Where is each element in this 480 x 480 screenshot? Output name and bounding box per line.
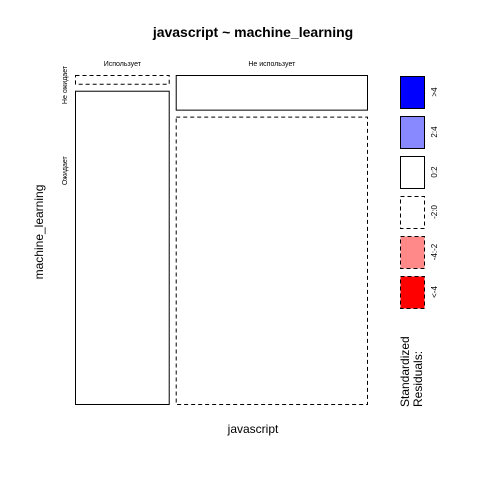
legend-entry-label: >4 <box>430 87 439 97</box>
mosaic-cell-не-использует-ожидает <box>175 116 368 405</box>
mosaic-cell-не-использует-не-ожидает <box>175 75 368 111</box>
legend-swatch <box>400 156 425 189</box>
legend-entry-label: -2:0 <box>430 205 439 219</box>
legend-entry-label: 2:4 <box>430 126 439 138</box>
legend-entry-label: 0:2 <box>430 166 439 178</box>
legend-title-line: Residuals: <box>411 351 425 407</box>
x-level-labels: Использует Не использует <box>104 61 296 68</box>
x-level-label: Использует <box>104 61 142 68</box>
legend-swatch <box>400 116 425 149</box>
legend-entry-label: <-4 <box>430 286 439 298</box>
y-level-labels: Не ожидает Ожидает <box>62 65 69 185</box>
legend-swatch <box>400 76 425 109</box>
x-level-label: Не использует <box>248 61 296 68</box>
chart-title: javascript ~ machine_learning <box>152 24 353 40</box>
legend-swatch <box>400 196 425 229</box>
y-level-label: Не ожидает <box>62 65 69 104</box>
mosaic-cell-использует-ожидает <box>75 90 170 405</box>
mosaic-cell-использует-не-ожидает <box>75 75 170 85</box>
legend-entry-label: -4:-2 <box>430 243 439 260</box>
residual-legend: >4 2:4 0:2 -2:0 -4:-2 <-4 Standardized Residual… <box>398 76 439 407</box>
legend-swatch <box>400 276 425 309</box>
y-level-label: Ожидает <box>62 155 69 185</box>
y-axis-label: machine_learning <box>32 185 46 280</box>
x-axis-label: javascript <box>227 422 279 436</box>
mosaic-cells <box>75 75 368 405</box>
legend-title-line: Standardized <box>398 336 412 407</box>
legend-swatch <box>400 236 425 269</box>
